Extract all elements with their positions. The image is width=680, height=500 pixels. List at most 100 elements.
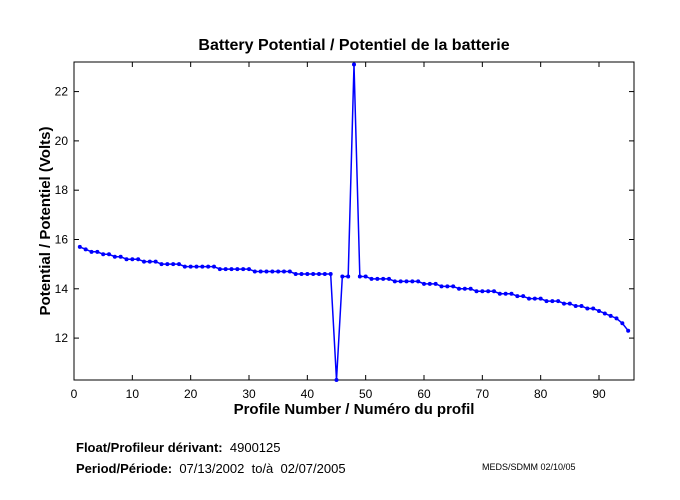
- data-point: [381, 276, 386, 281]
- data-point: [107, 252, 111, 257]
- data-point: [153, 259, 158, 264]
- plot-area: [73, 61, 635, 381]
- data-point: [620, 321, 625, 326]
- data-point: [585, 306, 590, 311]
- data-point: [614, 316, 619, 321]
- x-tick-label: 10: [126, 387, 140, 401]
- data-point: [130, 257, 135, 262]
- x-tick-label: 70: [476, 387, 490, 401]
- data-point: [124, 257, 129, 262]
- x-tick-label: 80: [534, 387, 548, 401]
- y-tick-label: 22: [55, 85, 69, 99]
- data-point: [311, 272, 316, 276]
- data-point: [369, 276, 374, 281]
- y-tick-label: 18: [55, 183, 69, 197]
- data-point: [480, 289, 485, 294]
- data-point: [416, 279, 421, 284]
- data-point: [515, 294, 520, 299]
- data-point: [567, 301, 572, 306]
- data-point: [439, 284, 444, 289]
- data-point: [305, 272, 310, 276]
- data-point: [247, 267, 251, 272]
- data-point: [457, 286, 461, 291]
- data-point: [427, 281, 432, 286]
- data-point: [357, 274, 362, 279]
- data-point: [474, 289, 479, 294]
- data-point: [142, 259, 146, 264]
- data-point: [182, 264, 187, 269]
- series-line: [79, 64, 629, 381]
- data-point: [410, 279, 415, 284]
- data-point: [352, 62, 356, 67]
- data-point: [556, 299, 561, 304]
- data-point: [83, 247, 88, 252]
- data-point: [200, 264, 205, 269]
- data-point: [579, 304, 584, 309]
- data-point: [287, 269, 292, 274]
- data-point: [101, 252, 106, 257]
- data-point: [328, 272, 333, 276]
- data-point: [422, 281, 426, 286]
- data-point: [340, 274, 345, 279]
- data-point: [194, 264, 199, 269]
- data-point: [217, 267, 222, 272]
- data-point: [282, 269, 286, 274]
- chart-title: Battery Potential / Potentiel de la batt…: [198, 37, 509, 54]
- data-point: [521, 294, 526, 299]
- data-point: [77, 244, 82, 249]
- data-point: [492, 289, 496, 294]
- data-point: [270, 269, 275, 274]
- x-tick-label: 0: [71, 387, 78, 401]
- data-point: [626, 328, 631, 333]
- data-point: [602, 311, 607, 316]
- float-label: Float/Profileur dérivant:: [76, 440, 223, 455]
- data-point: [299, 272, 304, 276]
- data-point: [223, 267, 228, 272]
- data-point: [532, 296, 537, 301]
- data-point: [165, 262, 170, 267]
- data-point: [147, 259, 152, 264]
- data-point: [468, 286, 473, 291]
- x-tick-label: 90: [592, 387, 606, 401]
- x-tick-label: 50: [359, 387, 373, 401]
- y-axis-label: Potential / Potentiel (Volts): [37, 127, 54, 316]
- data-point: [252, 269, 257, 274]
- float-info: Float/Profileur dérivant: 4900125: [76, 440, 281, 455]
- period-label: Period/Période:: [76, 461, 173, 476]
- data-point: [497, 291, 502, 296]
- data-point: [451, 284, 456, 289]
- y-tick-label: 14: [55, 282, 69, 296]
- data-point: [404, 279, 409, 284]
- data-point: [89, 249, 94, 254]
- period-info: Period/Période: 07/13/2002 to/à 02/07/20…: [76, 461, 346, 476]
- data-point: [503, 291, 508, 296]
- data-point: [264, 269, 269, 274]
- data-point: [188, 264, 193, 269]
- data-point: [346, 274, 351, 279]
- data-point: [433, 281, 438, 286]
- data-point: [544, 299, 549, 304]
- data-point: [538, 296, 543, 301]
- credit-text: MEDS/SDMM 02/10/05: [482, 462, 576, 472]
- data-point: [136, 257, 141, 262]
- period-value: 07/13/2002 to/à 02/07/2005: [179, 461, 346, 476]
- data-point: [112, 254, 117, 259]
- data-point: [445, 284, 450, 289]
- data-point: [212, 264, 216, 269]
- data-point: [229, 267, 234, 272]
- float-value: 4900125: [229, 440, 281, 455]
- x-tick-label: 30: [242, 387, 256, 401]
- data-point: [597, 308, 601, 313]
- axis-ticks: 0 10 20 30 40 50 60 70 80 90 12 14 16 18 20 22: [55, 62, 634, 401]
- data-point: [118, 254, 123, 259]
- data-point: [608, 313, 613, 318]
- data-point: [550, 299, 555, 304]
- data-point: [241, 267, 246, 272]
- data-point: [562, 301, 566, 306]
- data-point: [95, 249, 100, 254]
- x-tick-label: 40: [301, 387, 315, 401]
- data-point: [591, 306, 596, 311]
- data-point: [258, 269, 263, 274]
- data-point: [573, 304, 578, 309]
- data-point: [159, 262, 164, 267]
